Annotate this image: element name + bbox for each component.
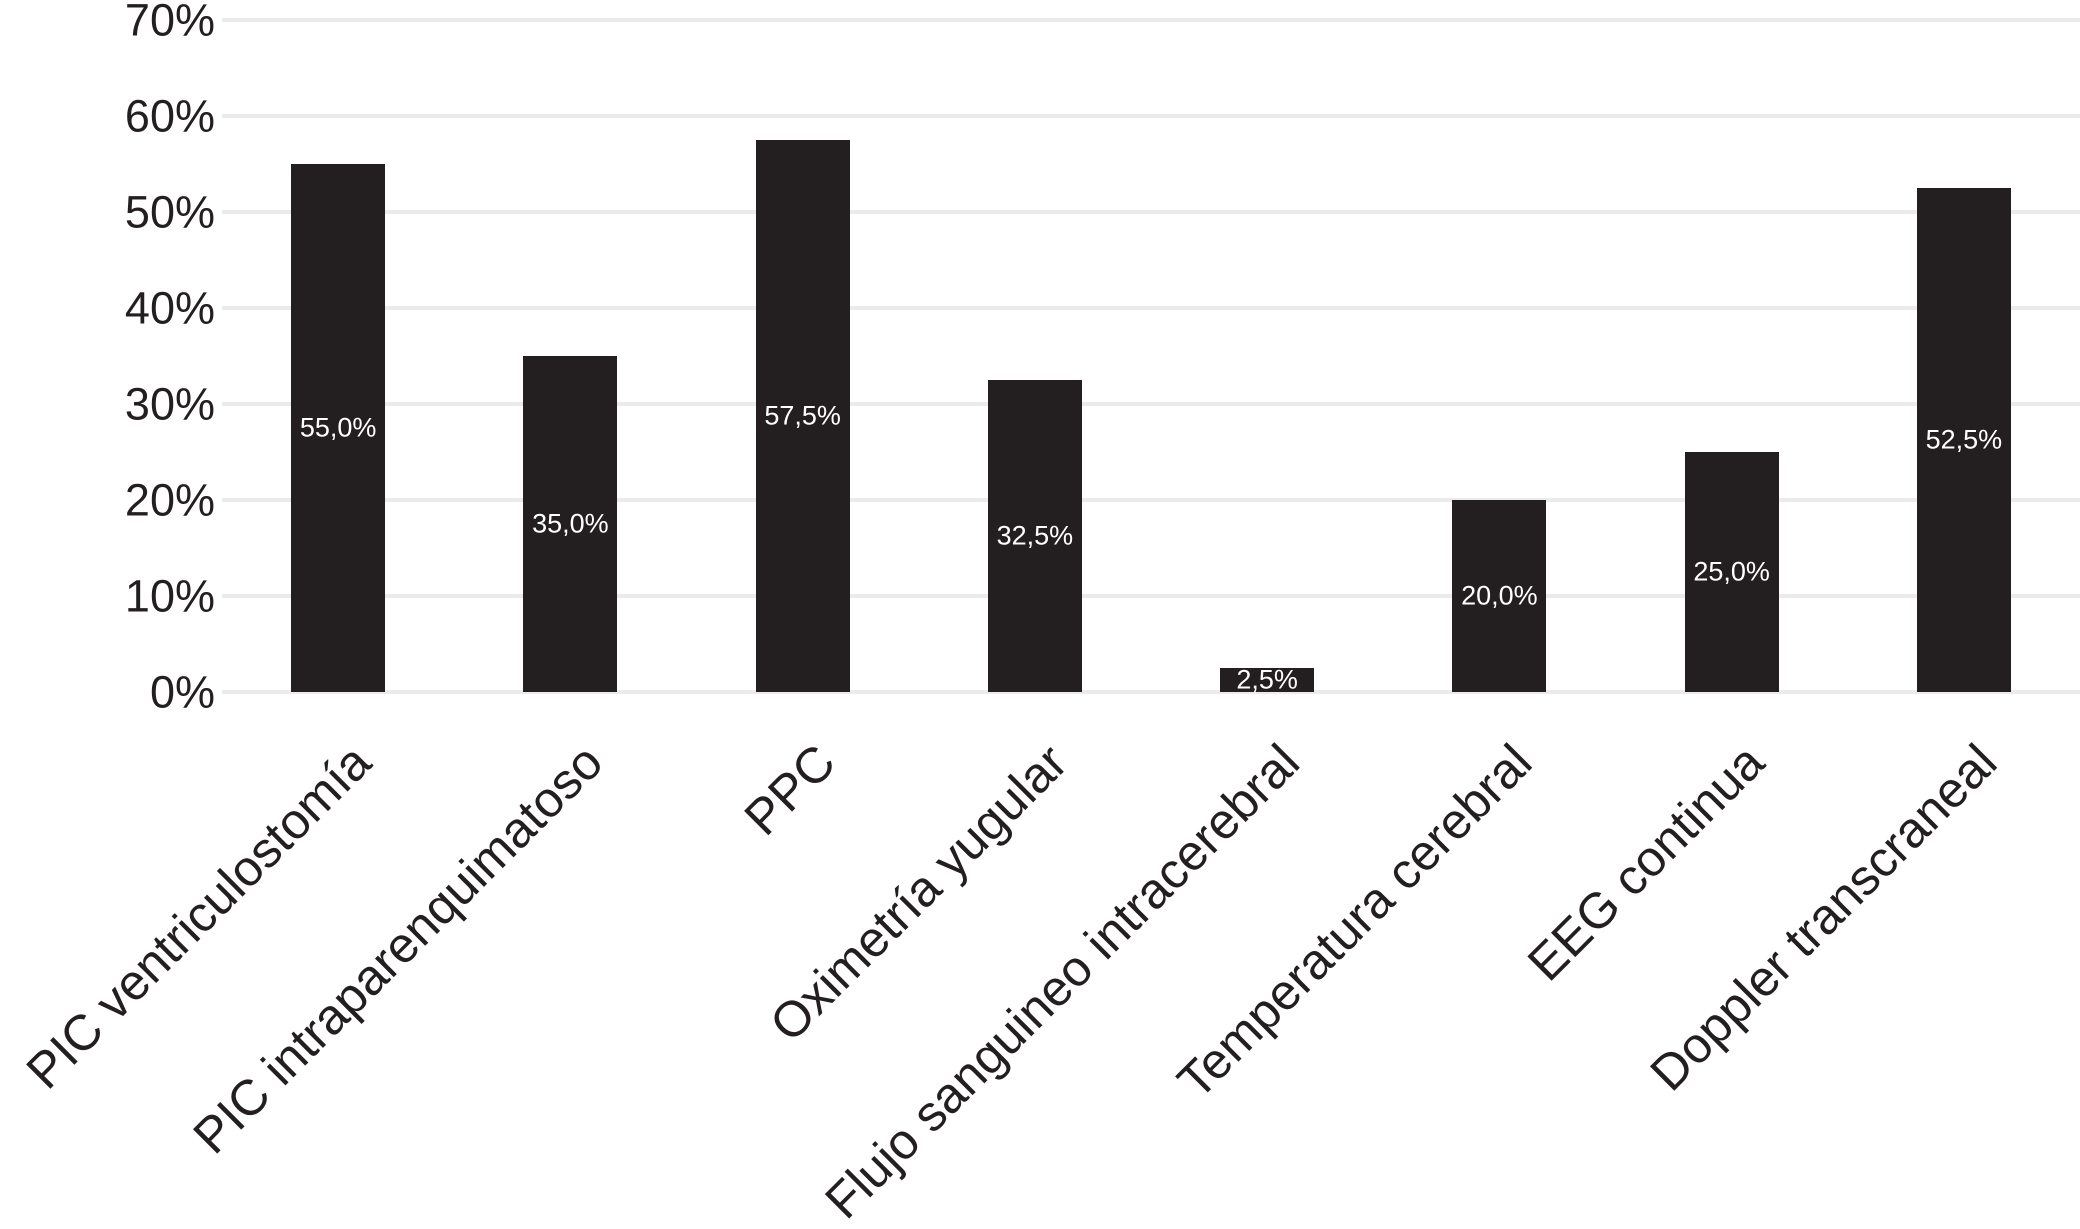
- y-tick-label: 0%: [149, 666, 215, 718]
- bar: 32,5%: [987, 380, 1082, 692]
- gridline: [222, 402, 2080, 406]
- y-tick-label: 70%: [124, 0, 215, 46]
- bar-value-label: 25,0%: [1693, 556, 1770, 587]
- gridline: [222, 498, 2080, 502]
- y-tick-label: 60%: [124, 90, 215, 142]
- y-tick-label: 20%: [124, 474, 215, 526]
- bar: 52,5%: [1916, 188, 2011, 692]
- y-tick-label: 10%: [124, 570, 215, 622]
- bar: 35,0%: [523, 356, 618, 692]
- bar: 25,0%: [1684, 452, 1779, 692]
- bar-value-label: 32,5%: [996, 520, 1074, 551]
- gridline: [222, 114, 2080, 118]
- bar-value-label: 35,0%: [532, 508, 609, 539]
- y-tick-label: 40%: [124, 282, 215, 334]
- x-category-label: EEG continua: [1517, 733, 1775, 992]
- bar: 55,0%: [291, 164, 386, 692]
- y-tick-label: 50%: [124, 186, 215, 238]
- x-category-label: PPC: [733, 733, 846, 846]
- y-tick-label: 30%: [124, 378, 215, 430]
- gridline: [222, 18, 2080, 22]
- bar-value-label: 2,5%: [1236, 664, 1298, 695]
- gridline: [222, 306, 2080, 310]
- x-category-label: Flujo sanguineo intracerebral: [814, 733, 1311, 1229]
- bar-value-label: 55,0%: [299, 412, 377, 443]
- bar: 57,5%: [755, 140, 850, 692]
- gridline: [222, 594, 2080, 598]
- x-category-label: PIC intraparenquimatoso: [182, 733, 614, 1165]
- bar-value-label: 20,0%: [1461, 580, 1538, 611]
- bar: 2,5%: [1220, 664, 1315, 695]
- gridline: [222, 210, 2080, 214]
- bar-value-label: 57,5%: [764, 400, 841, 431]
- gridline: [222, 690, 2080, 694]
- bar-value-label: 52,5%: [1925, 424, 2003, 455]
- bar: 20,0%: [1452, 500, 1547, 692]
